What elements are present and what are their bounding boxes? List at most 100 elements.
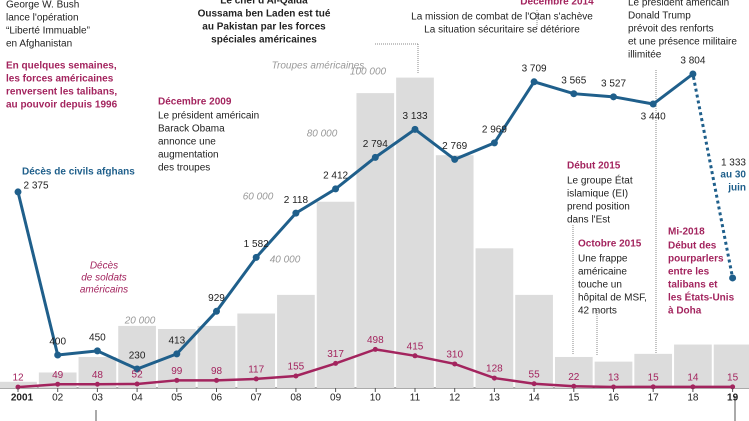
x-tick-label: 19: [727, 393, 739, 404]
troop-bar: [435, 155, 474, 388]
y-tick-label: 40 000: [270, 255, 301, 266]
value-label: 14: [687, 373, 699, 384]
point: [690, 384, 696, 390]
value-label: 317: [327, 349, 344, 360]
troop-bar: [475, 248, 514, 388]
annotation: augmentation: [158, 150, 219, 161]
point: [372, 346, 378, 352]
point: [173, 350, 181, 358]
x-tick-label: 05: [171, 393, 183, 404]
point: [55, 381, 61, 387]
troop-bar: [356, 93, 395, 389]
x-tick-label: 07: [251, 393, 263, 404]
series-name: Décès: [90, 261, 118, 272]
value-label: 3 804: [680, 56, 705, 67]
x-tick-label: 06: [211, 393, 223, 404]
x-tick-label: 11: [410, 393, 421, 404]
value-label: 1 582: [244, 239, 269, 250]
point: [332, 185, 340, 193]
annotation: entre les: [668, 267, 710, 278]
point: [133, 365, 141, 373]
x-tick-label: 04: [132, 393, 144, 404]
troop-bar: [316, 201, 355, 388]
annotation: au Pakistan par les forces: [202, 22, 326, 33]
x-tick-label: 17: [648, 393, 660, 404]
annotation: des troupes: [158, 163, 210, 174]
series-name: de soldats: [81, 273, 127, 284]
value-label: 15: [727, 372, 739, 383]
annotation: pourparlers: [668, 254, 724, 265]
point: [571, 383, 577, 389]
annotation: hôpital de MSF,: [578, 293, 647, 304]
annotation: américaine: [578, 267, 627, 278]
point: [491, 375, 497, 381]
annotation: George W. Bush: [6, 0, 79, 11]
annotation: renversent les talibans,: [6, 87, 117, 98]
value-label: 52: [132, 370, 144, 381]
value-label: 99: [171, 366, 183, 377]
x-tick-label: 2001: [11, 393, 34, 404]
value-label: 15: [648, 372, 660, 383]
annotation: islamique (EI): [567, 189, 628, 200]
value-label: 155: [288, 362, 305, 373]
value-label: 310: [446, 350, 463, 361]
x-tick-label: 15: [568, 393, 580, 404]
point: [530, 78, 538, 86]
value-label: 2 969: [482, 125, 507, 136]
annotation: en Afghanistan: [6, 39, 72, 50]
point: [214, 377, 219, 383]
value-label: 12: [12, 373, 24, 384]
value-label: 2 118: [284, 195, 309, 206]
troop-bar: [237, 313, 276, 388]
annotation: La mission de combat de l'Otan s'achève: [411, 12, 593, 23]
point: [610, 93, 617, 101]
annotation: Début 2015: [567, 161, 621, 172]
point: [252, 253, 260, 261]
troop-bar: [594, 361, 633, 388]
point: [213, 307, 220, 315]
point: [293, 373, 299, 379]
annotation: Début des: [668, 241, 717, 252]
x-tick-label: 10: [370, 393, 382, 404]
point: [292, 209, 300, 217]
x-tick-label: 14: [529, 393, 541, 404]
x-tick-label: 02: [52, 393, 64, 404]
annotation: Donald Trump: [628, 11, 691, 22]
annotation: talibans et: [668, 280, 718, 291]
y-tick-label: 80 000: [307, 129, 338, 140]
annotation: juin: [727, 183, 746, 194]
value-label: 55: [529, 369, 541, 380]
troop-bar: [118, 325, 156, 388]
annotation: La situation sécuritaire se détériore: [424, 25, 580, 36]
annotation: annonce une: [158, 137, 216, 148]
value-label: 2 412: [323, 171, 348, 182]
point: [531, 381, 537, 387]
annotation: Octobre 2015: [578, 239, 642, 250]
annotation: Le groupe État: [567, 174, 633, 187]
annotation: Une frappe: [578, 254, 628, 265]
point: [134, 381, 140, 387]
annotation: 42 morts: [578, 306, 617, 317]
point: [729, 274, 737, 282]
annotation: Barack Obama: [158, 124, 225, 135]
value-label: 22: [568, 372, 580, 383]
value-label: 3 565: [561, 75, 586, 86]
point: [452, 361, 458, 367]
annotation: Mi-2018: [668, 227, 705, 238]
series-name: Décès de civils afghans: [22, 167, 135, 178]
y-tick-label: 20 000: [124, 316, 156, 327]
annotation: Le président américain: [628, 0, 729, 9]
annotation: Oussama ben Laden est tué: [198, 9, 331, 20]
value-label: 2 375: [23, 181, 48, 192]
x-tick-label: 03: [92, 393, 104, 404]
annotation: Décembre 2009: [158, 97, 232, 108]
x-tick-label: 16: [608, 393, 620, 404]
point: [730, 384, 736, 390]
value-label: 49: [52, 370, 64, 381]
troop-bar: [515, 294, 553, 388]
value-label: 13: [608, 373, 620, 384]
series-name: Troupes américaines: [272, 61, 365, 72]
point: [689, 70, 697, 78]
point: [451, 155, 459, 163]
